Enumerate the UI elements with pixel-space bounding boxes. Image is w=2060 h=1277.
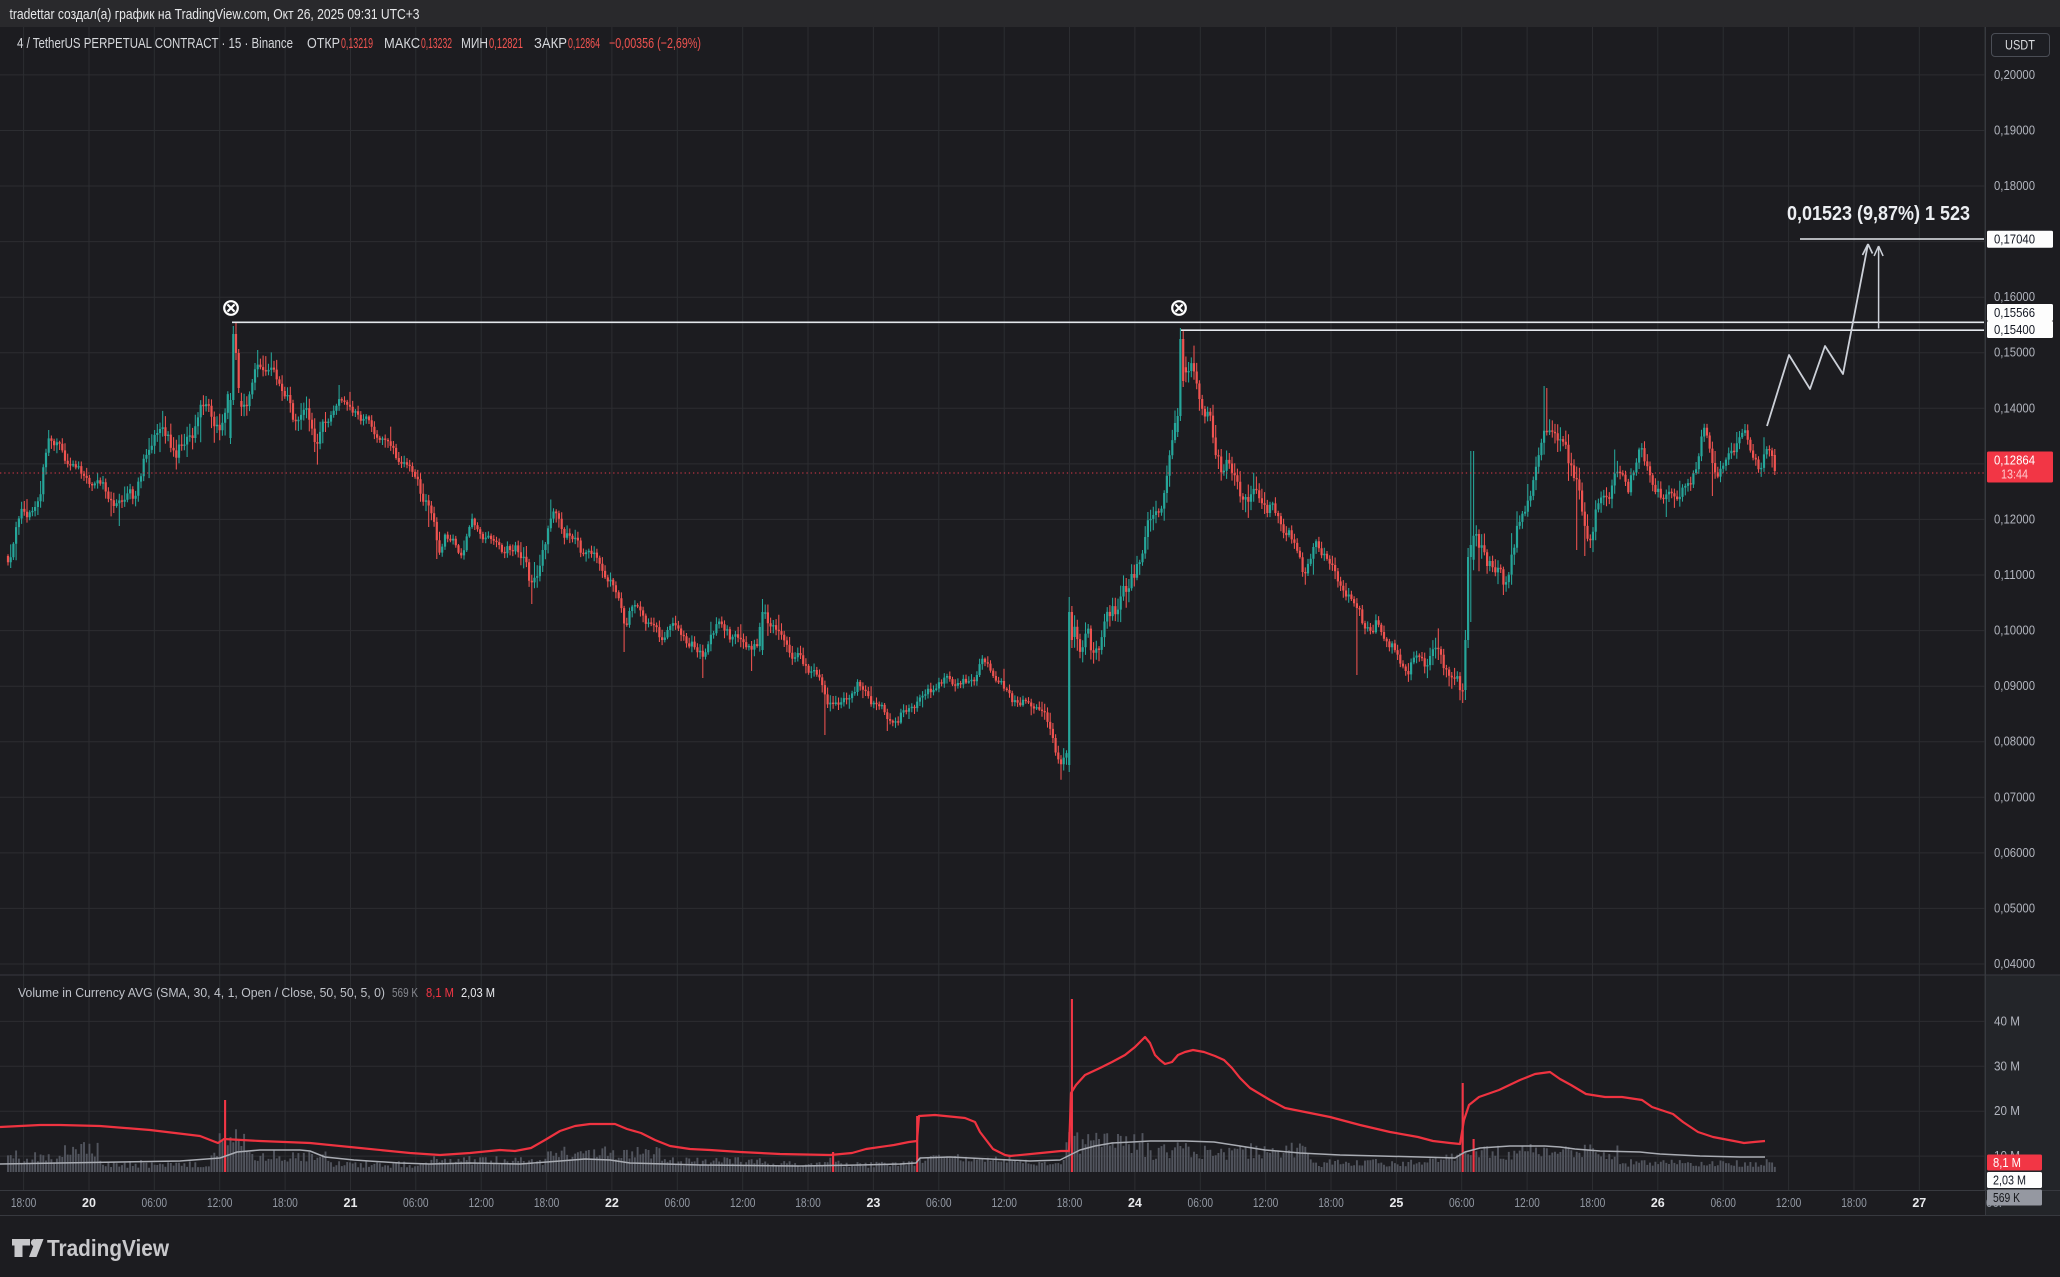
svg-text:0,07000: 0,07000 xyxy=(1994,790,2035,804)
svg-text:18:00: 18:00 xyxy=(1841,1196,1867,1210)
svg-text:18:00: 18:00 xyxy=(534,1196,560,1210)
svg-text:0,05000: 0,05000 xyxy=(1994,901,2035,915)
svg-text:МИН: МИН xyxy=(461,35,488,52)
svg-text:12:00: 12:00 xyxy=(1514,1196,1540,1210)
svg-text:USDT: USDT xyxy=(2005,38,2035,53)
svg-text:18:00: 18:00 xyxy=(795,1196,821,1210)
svg-text:0,14000: 0,14000 xyxy=(1994,401,2035,415)
svg-text:МАКС: МАКС xyxy=(384,35,420,52)
svg-text:06:00: 06:00 xyxy=(1710,1196,1736,1210)
svg-text:12:00: 12:00 xyxy=(991,1196,1017,1210)
svg-text:0,13232: 0,13232 xyxy=(421,35,452,52)
svg-text:tradettar создал(а) график на: tradettar создал(а) график на TradingVie… xyxy=(10,6,420,23)
svg-text:0,19000: 0,19000 xyxy=(1994,124,2035,138)
svg-text:13:44: 13:44 xyxy=(2001,468,2028,482)
svg-text:0,06000: 0,06000 xyxy=(1994,846,2035,860)
svg-text:0,12864: 0,12864 xyxy=(568,35,600,52)
svg-text:4 / TetherUS PERPETUAL CONTRAC: 4 / TetherUS PERPETUAL CONTRACT · 15 · B… xyxy=(17,35,293,52)
svg-text:8,1 М: 8,1 М xyxy=(426,985,454,1000)
svg-text:−0,00356 (−2,69%): −0,00356 (−2,69%) xyxy=(609,35,701,52)
svg-text:22: 22 xyxy=(605,1196,619,1210)
svg-text:0,15000: 0,15000 xyxy=(1994,346,2035,360)
svg-text:TradingView: TradingView xyxy=(47,1235,170,1261)
svg-text:ОТКР: ОТКР xyxy=(307,35,340,52)
svg-text:26: 26 xyxy=(1651,1196,1665,1210)
svg-text:06:00: 06:00 xyxy=(926,1196,952,1210)
svg-text:12:00: 12:00 xyxy=(207,1196,233,1210)
svg-text:06:00: 06:00 xyxy=(142,1196,168,1210)
svg-text:0,12821: 0,12821 xyxy=(489,35,523,52)
svg-text:0,17040: 0,17040 xyxy=(1994,233,2035,247)
svg-text:12:00: 12:00 xyxy=(730,1196,756,1210)
svg-text:2,03 М: 2,03 М xyxy=(1993,1174,2026,1188)
svg-text:Volume in Currency AVG (SMA, 3: Volume in Currency AVG (SMA, 30, 4, 1, O… xyxy=(18,985,385,1000)
svg-text:06:00: 06:00 xyxy=(1188,1196,1214,1210)
svg-text:0,01523 (9,87%) 1 523: 0,01523 (9,87%) 1 523 xyxy=(1787,203,1970,225)
svg-text:23: 23 xyxy=(866,1196,880,1210)
svg-text:40 М: 40 М xyxy=(1994,1014,2020,1028)
svg-text:25: 25 xyxy=(1389,1196,1403,1210)
svg-text:18:00: 18:00 xyxy=(272,1196,298,1210)
svg-text:18:00: 18:00 xyxy=(1580,1196,1606,1210)
svg-text:0,18000: 0,18000 xyxy=(1994,179,2035,193)
svg-text:0,09000: 0,09000 xyxy=(1994,679,2035,693)
svg-text:0,04000: 0,04000 xyxy=(1994,957,2035,971)
svg-text:569 K: 569 K xyxy=(392,985,418,1000)
svg-text:0,12000: 0,12000 xyxy=(1994,512,2035,526)
svg-text:569 K: 569 K xyxy=(1993,1191,2021,1205)
svg-text:ЗАКР: ЗАКР xyxy=(534,35,567,52)
svg-text:0,20000: 0,20000 xyxy=(1994,68,2035,82)
svg-text:12:00: 12:00 xyxy=(1253,1196,1279,1210)
svg-text:0,15566: 0,15566 xyxy=(1994,306,2035,320)
svg-text:0,15400: 0,15400 xyxy=(1994,323,2035,337)
svg-text:12:00: 12:00 xyxy=(468,1196,494,1210)
svg-text:24: 24 xyxy=(1128,1196,1142,1210)
svg-text:0,08000: 0,08000 xyxy=(1994,735,2035,749)
svg-text:20: 20 xyxy=(82,1196,96,1210)
svg-text:18:00: 18:00 xyxy=(1057,1196,1083,1210)
svg-text:2,03 М: 2,03 М xyxy=(461,985,495,1000)
svg-text:27: 27 xyxy=(1912,1196,1926,1210)
svg-text:8,1 М: 8,1 М xyxy=(1993,1156,2021,1170)
svg-text:21: 21 xyxy=(344,1196,358,1210)
svg-text:0,10000: 0,10000 xyxy=(1994,624,2035,638)
svg-text:20 М: 20 М xyxy=(1994,1104,2020,1118)
svg-text:0,11000: 0,11000 xyxy=(1994,568,2035,582)
svg-text:06:00: 06:00 xyxy=(403,1196,429,1210)
svg-text:0,13219: 0,13219 xyxy=(341,35,373,52)
svg-text:18:00: 18:00 xyxy=(1318,1196,1344,1210)
svg-text:06:00: 06:00 xyxy=(1449,1196,1475,1210)
svg-text:0,12864: 0,12864 xyxy=(1994,454,2035,468)
svg-text:30 М: 30 М xyxy=(1994,1059,2020,1073)
svg-text:18:00: 18:00 xyxy=(11,1196,37,1210)
svg-text:06:00: 06:00 xyxy=(665,1196,691,1210)
svg-text:12:00: 12:00 xyxy=(1776,1196,1802,1210)
svg-text:0,16000: 0,16000 xyxy=(1994,290,2035,304)
